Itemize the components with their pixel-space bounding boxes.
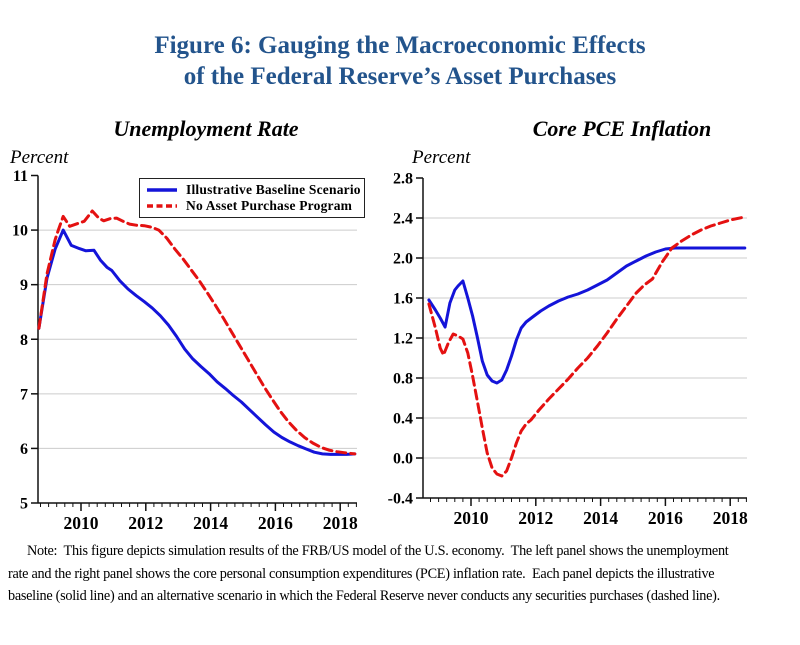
right-panel-title: Core PCE Inflation bbox=[532, 116, 712, 141]
legend-item-label: Illustrative Baseline Scenario bbox=[186, 181, 361, 197]
svg-text:11: 11 bbox=[13, 168, 28, 185]
series-solid-line bbox=[427, 246, 747, 385]
svg-text:2016: 2016 bbox=[258, 513, 293, 533]
legend-swatch-solid-line bbox=[147, 187, 177, 192]
svg-text:2.0: 2.0 bbox=[393, 251, 413, 268]
svg-text:2016: 2016 bbox=[648, 508, 683, 528]
note-line-3: baseline (solid line) and an alternative… bbox=[8, 588, 720, 604]
svg-text:5: 5 bbox=[20, 496, 28, 513]
svg-text:1.2: 1.2 bbox=[393, 331, 413, 348]
left-panel-unit-label: Percent bbox=[10, 147, 69, 168]
svg-text:2.4: 2.4 bbox=[393, 211, 413, 228]
note-line-2: rate and the right panel shows the core … bbox=[8, 565, 715, 582]
series-dashed-line bbox=[37, 209, 357, 456]
legend-item: No Asset Purchase Program bbox=[146, 198, 358, 213]
note-line-1: Note: This figure depicts simulation res… bbox=[27, 543, 729, 559]
svg-text:2014: 2014 bbox=[193, 513, 228, 533]
right-panel-unit-label: Percent bbox=[412, 147, 471, 168]
figure-title: Figure 6: Gauging the Macroeconomic Effe… bbox=[0, 30, 800, 92]
series-solid-line bbox=[37, 228, 357, 456]
left-panel-title: Unemployment Rate bbox=[113, 116, 299, 141]
svg-text:2010: 2010 bbox=[64, 513, 99, 533]
legend-box: Illustrative Baseline Scenario No Asset … bbox=[139, 178, 365, 218]
legend-item-label: No Asset Purchase Program bbox=[186, 197, 353, 213]
svg-text:1.6: 1.6 bbox=[393, 291, 413, 308]
svg-text:2012: 2012 bbox=[128, 513, 163, 533]
svg-text:2012: 2012 bbox=[518, 508, 553, 528]
svg-text:2010: 2010 bbox=[454, 508, 489, 528]
svg-text:7: 7 bbox=[20, 386, 28, 403]
svg-text:10: 10 bbox=[12, 223, 28, 240]
svg-text:2018: 2018 bbox=[323, 513, 358, 533]
svg-text:6: 6 bbox=[20, 441, 28, 458]
figure-note: Note: This figure depicts simulation res… bbox=[8, 540, 800, 608]
svg-text:2018: 2018 bbox=[713, 508, 748, 528]
figure-title-line2: of the Federal Reserve’s Asset Purchases bbox=[183, 63, 617, 90]
right-panel-plot: -0.4 0.0 0.4 0.8 1.2 1.6 2.0 2.4 2.8 2010 2012 2014… bbox=[388, 171, 748, 529]
legend-item: Illustrative Baseline Scenario bbox=[146, 181, 361, 197]
svg-text:0.8: 0.8 bbox=[393, 371, 413, 388]
svg-text:-0.4: -0.4 bbox=[388, 491, 413, 508]
series-dashed-line bbox=[427, 215, 747, 478]
svg-text:0.0: 0.0 bbox=[393, 451, 413, 468]
left-panel-plot: 5 6 7 8 9 10 11 2010 2012 2014 2016 2018 bbox=[12, 168, 358, 533]
figure-title-line1: Figure 6: Gauging the Macroeconomic Effe… bbox=[154, 32, 646, 59]
svg-text:0.4: 0.4 bbox=[393, 411, 413, 428]
svg-text:2.8: 2.8 bbox=[393, 171, 413, 188]
svg-text:9: 9 bbox=[20, 277, 28, 294]
svg-text:8: 8 bbox=[20, 332, 28, 349]
legend-swatch-dashed-line bbox=[147, 203, 177, 208]
svg-text:2014: 2014 bbox=[583, 508, 618, 528]
